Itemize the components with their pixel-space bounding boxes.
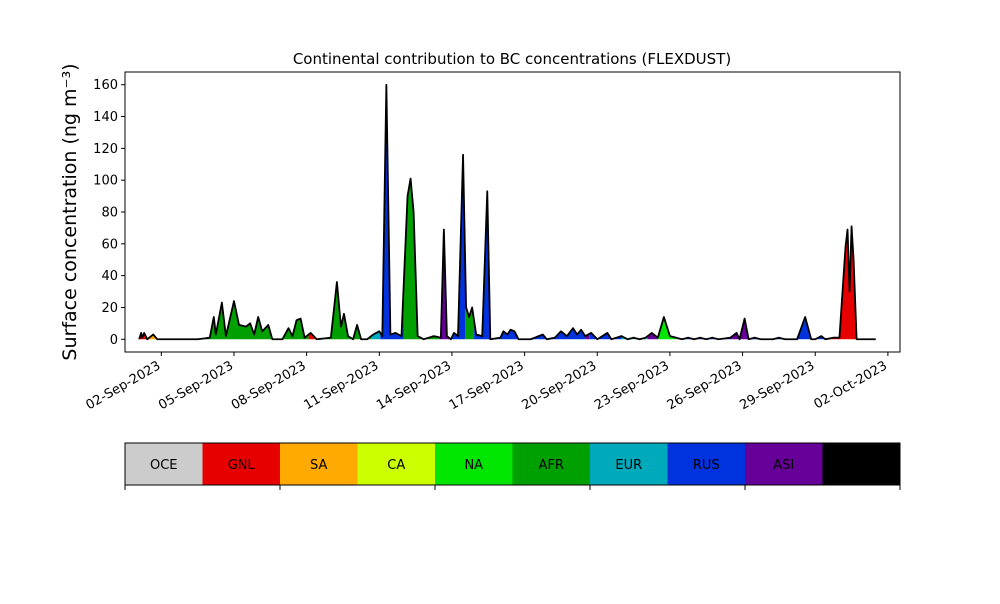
x-tick-label: 11-Sep-2023 [301, 358, 381, 413]
x-tick-label: 17-Sep-2023 [447, 358, 527, 413]
legend-label-gnl: GNL [228, 458, 256, 473]
y-tick-label: 20 [101, 301, 118, 316]
y-tick-label: 40 [101, 269, 118, 284]
axes: 0 20 40 60 80 100 120 140 160 02-Sep-202305-Sep-2… [84, 71, 901, 413]
area-segment-rus [750, 317, 828, 340]
x-tick-label: 02-Oct-2023 [811, 358, 889, 412]
legend-swatch-afr [512, 443, 590, 485]
chart-title: Continental contribution to BC concentra… [293, 50, 731, 68]
x-tick-label: 26-Sep-2023 [665, 358, 745, 413]
legend-swatch-ca [357, 443, 435, 485]
y-tick-label: 60 [101, 237, 118, 252]
area-segment-sa [149, 334, 204, 340]
legend-label-ca: CA [387, 458, 405, 473]
total-concentration-line [138, 83, 876, 341]
y-axis-label: Surface concentration (ng m⁻³) [59, 63, 81, 360]
legend-swatch-aus [822, 443, 900, 485]
legend-label-sa: SA [310, 458, 327, 473]
legend-label-eur: EUR [615, 458, 642, 473]
legend-swatch-rus [667, 443, 745, 485]
x-tick-label: 14-Sep-2023 [374, 358, 454, 413]
legend-label-na: NA [464, 458, 483, 473]
x-tick-label: 02-Sep-2023 [84, 358, 164, 413]
area-segment-gnl [308, 332, 325, 340]
x-tick-label: 08-Sep-2023 [229, 358, 309, 413]
legend-label-rus: RUS [693, 458, 720, 473]
y-tick-label: 80 [101, 206, 118, 221]
legend-frame [124, 442, 901, 486]
area-segment-eur [371, 331, 381, 340]
legend-label-afr: AFR [539, 458, 564, 473]
area-segment-rus [589, 332, 622, 340]
x-tick-label: 23-Sep-2023 [592, 358, 672, 413]
legend-label-aus: AUS [848, 458, 875, 473]
legend-swatch-oce [125, 443, 203, 485]
area-segment-afr [465, 256, 475, 340]
legend-label-asi: ASI [773, 458, 794, 473]
x-tick-label: 29-Sep-2023 [737, 358, 817, 413]
legend-swatch-eur [590, 443, 668, 485]
y-tick-label: 0 [110, 333, 118, 348]
legend-swatch-na [435, 443, 513, 485]
legend-swatch-gnl [202, 443, 280, 485]
legend-swatch-asi [745, 443, 823, 485]
region-colorbar: OCE GNL SA CA NA AFR EUR RUS ASI AUS [124, 442, 901, 490]
x-tick-label: 05-Sep-2023 [156, 358, 236, 413]
area-segment-afr [203, 301, 309, 340]
y-tick-label: 140 [93, 110, 118, 125]
area-segment-afr [324, 282, 372, 340]
stacked-area-layer [138, 83, 876, 341]
legend-swatch-sa [280, 443, 358, 485]
y-tick-label: 100 [93, 174, 118, 189]
area-segment-rus [474, 191, 586, 340]
area-segment-gnl [827, 226, 864, 340]
area-segment-asi [439, 229, 452, 340]
y-tick-label: 120 [93, 142, 118, 157]
area-segment-afr [403, 178, 440, 340]
x-tick-label: 20-Sep-2023 [519, 358, 599, 413]
plot-frame [124, 71, 901, 353]
legend-label-oce: OCE [150, 458, 178, 473]
y-tick-label: 160 [93, 78, 118, 93]
